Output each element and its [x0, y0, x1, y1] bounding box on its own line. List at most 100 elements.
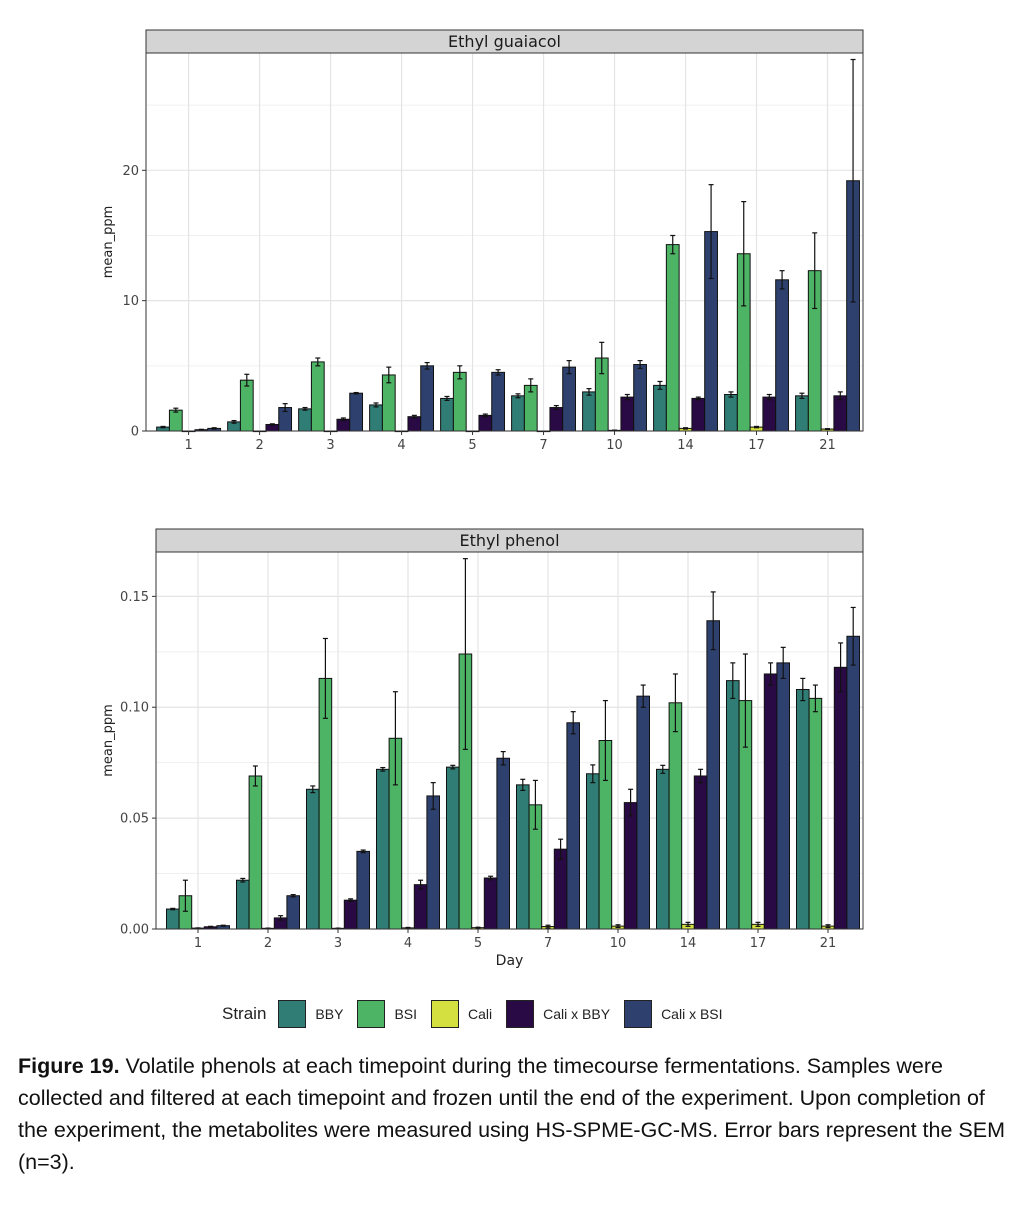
y-axis-label: mean_ppm — [101, 206, 116, 279]
bar — [446, 766, 460, 930]
legend: Strain BBY BSI Cali Cali x BBY Cali x BS… — [222, 998, 737, 1030]
bar — [248, 775, 263, 930]
facet-strip — [145, 29, 864, 54]
y-tick-label: 0.05 — [120, 812, 149, 827]
bar — [795, 395, 809, 432]
y-tick-label: 10 — [122, 294, 139, 309]
bar — [452, 371, 467, 432]
x-axis-label: Day — [496, 953, 524, 969]
legend-label-cali-x-bby: Cali x BBY — [543, 1006, 611, 1022]
legend-swatch-cali — [431, 1000, 460, 1028]
bar — [726, 680, 740, 930]
bar — [796, 688, 810, 930]
caption-text: Volatile phenols at each timepoint durin… — [18, 1054, 1005, 1174]
bar — [349, 392, 364, 432]
bar — [633, 364, 647, 432]
bar — [665, 244, 680, 432]
legend-swatch-cali-x-bsi — [624, 1000, 653, 1028]
bar — [582, 391, 596, 432]
x-tick-label: 1 — [184, 438, 192, 453]
legend-item-bby: BBY — [278, 1000, 343, 1028]
bar — [549, 407, 564, 432]
x-tick-label: 7 — [539, 438, 547, 453]
bar — [562, 366, 576, 432]
bar — [298, 408, 312, 432]
y-tick-label: 0.00 — [120, 923, 149, 938]
bar — [776, 662, 791, 930]
bar — [586, 773, 600, 930]
bar — [478, 414, 493, 432]
x-tick-label: 3 — [334, 936, 342, 951]
bar — [808, 697, 823, 930]
bar — [407, 416, 422, 432]
bar — [286, 895, 300, 930]
bar — [516, 784, 530, 930]
bar — [691, 397, 706, 432]
x-tick-label: 7 — [544, 936, 552, 951]
x-tick-label: 4 — [397, 438, 405, 453]
bar — [413, 884, 428, 930]
y-axis-label: mean_ppm — [101, 704, 116, 777]
caption-label: Figure 19. — [18, 1054, 120, 1078]
x-tick-label: 2 — [264, 936, 272, 951]
x-tick-label: 1 — [194, 936, 202, 951]
bar — [724, 394, 738, 432]
legend-title: Strain — [222, 1004, 267, 1023]
x-tick-label: 14 — [677, 438, 694, 453]
bar — [763, 673, 778, 930]
bar — [236, 879, 250, 930]
chart-panel-phenol: Ethyl phenol 0.00 0.05 0.10 0.15 1 2 3 4 5 7 10 14 17… — [101, 528, 864, 969]
legend-item-cali-x-bsi: Cali x BSI — [624, 1000, 723, 1028]
bar — [620, 396, 635, 432]
x-tick-label: 3 — [326, 438, 334, 453]
bar — [420, 365, 435, 432]
legend-label-cali-x-bsi: Cali x BSI — [661, 1006, 723, 1022]
bar — [511, 395, 525, 432]
legend-swatch-bby — [278, 1000, 307, 1028]
bar — [440, 397, 454, 432]
x-tick-label: 10 — [606, 438, 623, 453]
bar — [483, 877, 498, 930]
bar — [553, 848, 568, 930]
x-tick-label: 17 — [750, 936, 767, 951]
legend-swatch-cali-x-bby — [506, 1000, 535, 1028]
x-tick-label: 10 — [610, 936, 627, 951]
bar — [762, 396, 777, 432]
bar — [376, 768, 390, 930]
bar — [846, 635, 861, 930]
bar — [693, 775, 708, 930]
bar — [310, 361, 325, 432]
x-tick-label: 14 — [680, 936, 697, 951]
bar — [239, 379, 254, 432]
bar — [636, 695, 651, 930]
legend-swatch-bsi — [357, 1000, 386, 1028]
legend-label-bby: BBY — [315, 1006, 344, 1022]
bar — [775, 279, 789, 432]
y-tick-label: 0 — [131, 425, 139, 440]
bar — [343, 899, 358, 930]
x-tick-label: 21 — [820, 936, 837, 951]
bar — [668, 702, 683, 930]
x-tick-label: 21 — [819, 438, 836, 453]
x-tick-label: 2 — [255, 438, 263, 453]
legend-item-cali: Cali — [431, 1000, 492, 1028]
bar — [168, 409, 183, 432]
bar — [833, 666, 848, 930]
chart-panel-guaiacol: Ethyl guaiacol 0 10 20 1 2 3 4 5 7 10 14 17 21 mean_pp… — [101, 29, 864, 453]
bar — [369, 404, 383, 432]
x-tick-label: 17 — [748, 438, 765, 453]
legend-item-cali-x-bby: Cali x BBY — [506, 1000, 610, 1028]
chart-title: Ethyl phenol — [459, 531, 559, 550]
bar — [623, 802, 638, 930]
bar — [833, 395, 848, 432]
legend-label-cali: Cali — [468, 1006, 493, 1022]
bar — [426, 795, 440, 930]
bar — [653, 384, 667, 432]
bar — [706, 620, 721, 930]
x-tick-label: 4 — [404, 936, 412, 951]
y-tick-label: 0.15 — [120, 590, 149, 605]
bar — [306, 788, 320, 930]
bar — [566, 722, 581, 930]
figure-caption: Figure 19. Volatile phenols at each time… — [18, 1050, 1018, 1178]
x-tick-label: 5 — [468, 438, 476, 453]
